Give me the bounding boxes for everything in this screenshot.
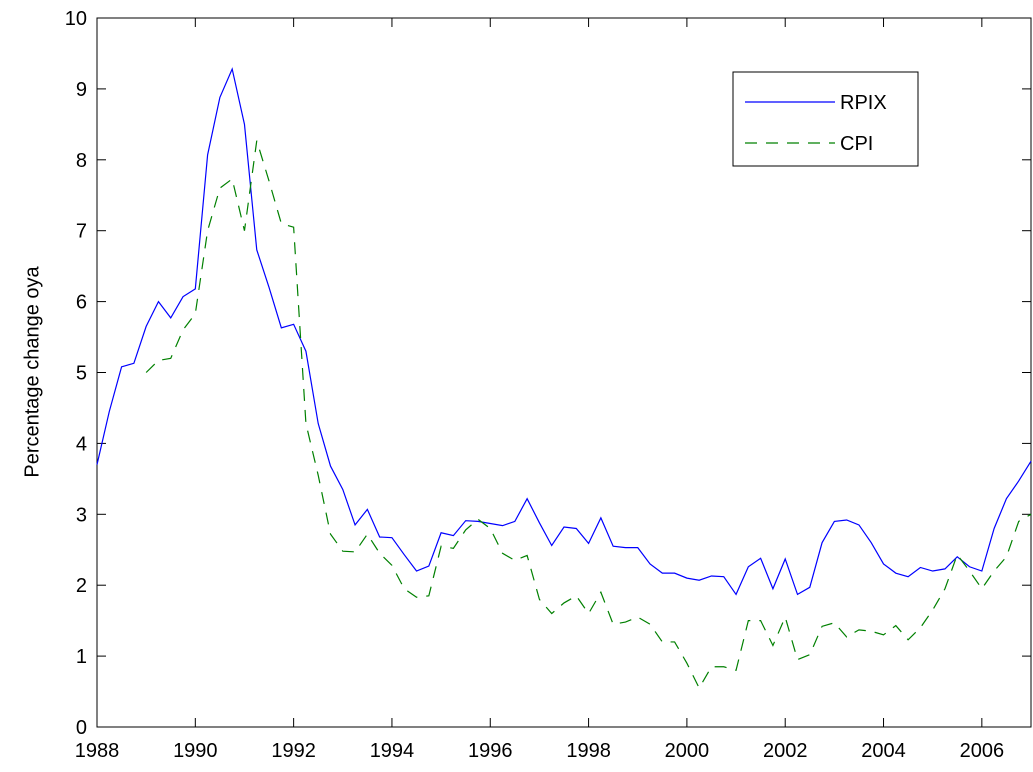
- legend-label: CPI: [840, 133, 873, 155]
- y-tick-label: 2: [76, 575, 87, 597]
- x-tick-label: 1990: [173, 740, 218, 762]
- legend-box: [732, 71, 919, 167]
- x-tick-label: 1994: [370, 740, 415, 762]
- y-tick-label: 6: [76, 292, 87, 314]
- legend-label: RPIX: [840, 92, 887, 114]
- series-line: [145, 140, 1032, 690]
- x-tick-label: 1992: [271, 740, 316, 762]
- y-tick-label: 7: [76, 221, 87, 243]
- series-line: [96, 67, 1032, 596]
- x-tick-label: 1988: [75, 740, 120, 762]
- y-tick-label: 10: [65, 8, 87, 30]
- x-tick-label: 2000: [665, 740, 710, 762]
- y-tick-label: 8: [76, 150, 87, 172]
- y-tick-label: 0: [76, 717, 87, 739]
- x-tick-label: 1996: [468, 740, 513, 762]
- y-tick-label: 3: [76, 504, 87, 526]
- x-tick-label: 2006: [960, 740, 1005, 762]
- y-tick-label: 4: [76, 433, 87, 455]
- y-tick-label: 5: [76, 363, 87, 385]
- x-tick-label: 1998: [566, 740, 611, 762]
- x-tick-label: 2002: [763, 740, 808, 762]
- y-tick-label: 1: [76, 646, 87, 668]
- y-axis-label: Percentage change oya: [21, 265, 43, 477]
- y-tick-label: 9: [76, 79, 87, 101]
- x-tick-label: 2004: [861, 740, 906, 762]
